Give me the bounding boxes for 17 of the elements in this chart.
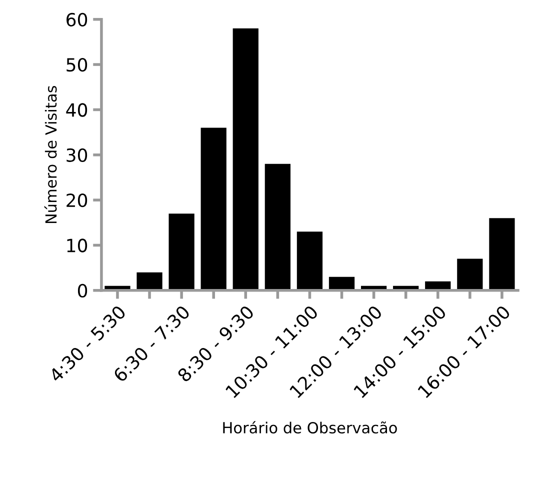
y-tick-label: 60	[66, 12, 88, 26]
bar	[168, 214, 194, 290]
y-tick-label: 40	[66, 103, 88, 117]
bar	[296, 232, 323, 290]
x-axis-title: Horário de Observacão	[223, 421, 397, 434]
bar	[264, 164, 290, 290]
y-tick-label: 0	[78, 284, 88, 298]
y-tick-label: 20	[66, 194, 88, 208]
y-tick-label: 30	[66, 148, 88, 162]
bar	[489, 218, 515, 290]
bar	[232, 28, 258, 290]
bar	[457, 258, 483, 290]
bar	[200, 128, 226, 290]
bar	[136, 272, 162, 290]
y-tick-label: 50	[66, 58, 88, 72]
y-axis-title: Número de Visitas	[44, 86, 57, 224]
y-tick-label: 10	[67, 238, 88, 252]
